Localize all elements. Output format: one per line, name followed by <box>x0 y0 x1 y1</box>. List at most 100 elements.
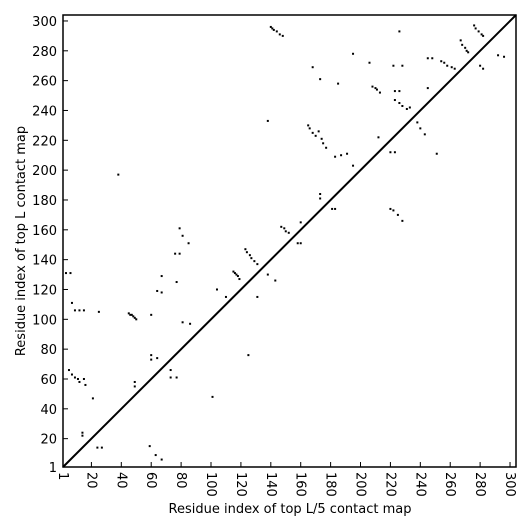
contact-point <box>160 458 163 461</box>
contact-point <box>352 52 355 55</box>
contact-point <box>245 251 248 254</box>
contact-point <box>156 357 159 360</box>
contact-point <box>443 61 446 64</box>
x-tick-label: 20 <box>83 472 98 489</box>
contact-point <box>426 57 429 60</box>
contact-point <box>133 316 136 319</box>
contact-point <box>322 142 325 145</box>
contact-point <box>473 24 476 27</box>
contact-point <box>480 33 483 36</box>
contact-point <box>266 119 269 122</box>
contact-point <box>156 289 159 292</box>
x-tick-label: 1 <box>55 472 70 480</box>
contact-point <box>96 446 99 449</box>
x-tick-label: 140 <box>263 472 278 497</box>
x-tick-label: 240 <box>412 472 427 497</box>
contact-point <box>82 377 85 380</box>
contact-point <box>272 28 275 31</box>
y-tick-label: 120 <box>32 283 57 298</box>
contact-point <box>287 231 290 234</box>
contact-point <box>127 312 130 315</box>
x-tick-label: 60 <box>143 472 158 489</box>
x-tick-label: 160 <box>293 472 308 497</box>
y-tick-label: 260 <box>32 75 57 90</box>
y-tick-label: 160 <box>32 224 57 239</box>
contact-point <box>392 64 395 67</box>
contact-point <box>78 309 81 312</box>
contact-point <box>81 431 84 434</box>
contact-point <box>160 291 163 294</box>
contact-point <box>334 207 337 210</box>
contact-point <box>317 130 320 133</box>
x-tick-label: 300 <box>502 472 517 497</box>
contact-point <box>479 64 482 67</box>
contact-point <box>64 272 67 275</box>
contact-point <box>465 49 468 52</box>
contact-point <box>477 30 480 33</box>
contact-point <box>181 234 184 237</box>
contact-point <box>307 124 310 127</box>
contact-point <box>70 373 73 376</box>
contact-point <box>100 446 103 449</box>
x-tick-label: 180 <box>323 472 338 497</box>
contact-point <box>169 376 172 379</box>
contact-point <box>247 354 250 357</box>
contact-point <box>283 227 286 230</box>
contact-point <box>319 197 322 200</box>
contact-point <box>73 309 76 312</box>
x-tick-label: 260 <box>442 472 457 497</box>
contact-point <box>435 152 438 155</box>
contact-point <box>423 133 426 136</box>
contact-point <box>464 46 467 49</box>
contact-point <box>398 30 401 33</box>
contact-point <box>76 377 79 380</box>
x-tick-label: 200 <box>353 472 368 497</box>
y-tick-label: 200 <box>32 164 57 179</box>
contact-point <box>374 87 377 90</box>
contact-point <box>235 273 238 276</box>
contact-point <box>440 60 443 63</box>
contact-point <box>73 376 76 379</box>
contact-point <box>426 87 429 90</box>
contact-point <box>84 383 87 386</box>
contact-point <box>133 385 136 388</box>
contact-point <box>401 64 404 67</box>
contact-point <box>474 27 477 30</box>
contact-point <box>70 301 73 304</box>
contact-point <box>187 242 190 245</box>
contact-point <box>150 313 153 316</box>
contact-point <box>135 318 138 321</box>
contact-point <box>371 85 374 88</box>
contact-point <box>271 27 274 30</box>
contact-point <box>129 313 132 316</box>
contact-point <box>69 272 72 275</box>
contact-point <box>82 309 85 312</box>
y-tick-label: 140 <box>32 254 57 269</box>
y-tick-label: 280 <box>32 45 57 60</box>
contact-point <box>340 154 343 157</box>
contact-point <box>236 275 239 278</box>
contact-point <box>482 34 485 37</box>
x-tick-label: 40 <box>113 472 128 489</box>
contact-point <box>346 152 349 155</box>
x-tick-label: 80 <box>173 472 188 489</box>
x-tick-label: 280 <box>472 472 487 497</box>
contact-point <box>368 61 371 64</box>
contact-point <box>154 454 157 457</box>
contact-point <box>67 369 70 372</box>
contact-point <box>215 288 218 291</box>
contact-point <box>314 134 317 137</box>
contact-point <box>320 137 323 140</box>
contact-point <box>398 102 401 105</box>
contact-point <box>459 39 462 42</box>
contact-point <box>91 397 94 400</box>
contact-point <box>248 254 251 257</box>
contact-point <box>175 281 178 284</box>
contact-point <box>311 66 314 69</box>
contact-point <box>299 242 302 245</box>
contact-point <box>97 310 100 313</box>
contact-point <box>274 279 277 282</box>
contact-point <box>160 275 163 278</box>
contact-point <box>278 33 281 36</box>
contact-point <box>308 127 311 130</box>
